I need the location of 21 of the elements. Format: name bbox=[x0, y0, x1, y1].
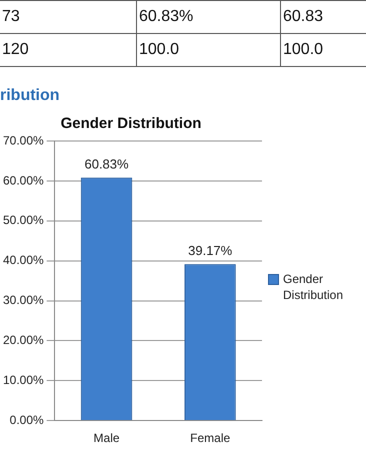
y-tick-label: 60.00% bbox=[2, 173, 44, 188]
y-tick-label: 50.00% bbox=[2, 213, 44, 228]
text: 120 bbox=[0, 33, 136, 66]
chart-title: Gender Distribution bbox=[60, 115, 202, 132]
text: 60.83 bbox=[280, 0, 366, 33]
y-tick-label: 40.00% bbox=[2, 253, 44, 268]
text: 100.0 bbox=[136, 33, 280, 66]
y-tick-label: 0.00% bbox=[10, 412, 44, 427]
x-tick-label: Male bbox=[94, 431, 120, 446]
y-tick-label: 10.00% bbox=[2, 372, 44, 387]
text: 39.17% bbox=[188, 243, 232, 258]
y-tick-label: 20.00% bbox=[2, 333, 44, 348]
y-tick-label: 70.00% bbox=[2, 133, 44, 148]
text: 60.83% bbox=[136, 0, 280, 33]
x-tick-label: Female bbox=[190, 431, 231, 446]
y-tick-label: 30.00% bbox=[2, 293, 44, 308]
text: 60.83% bbox=[84, 156, 129, 172]
text: 73 bbox=[0, 0, 136, 33]
text: 100.0 bbox=[280, 33, 366, 66]
legend-label: Gender Distribution bbox=[283, 271, 344, 303]
text: ribution bbox=[0, 87, 61, 105]
